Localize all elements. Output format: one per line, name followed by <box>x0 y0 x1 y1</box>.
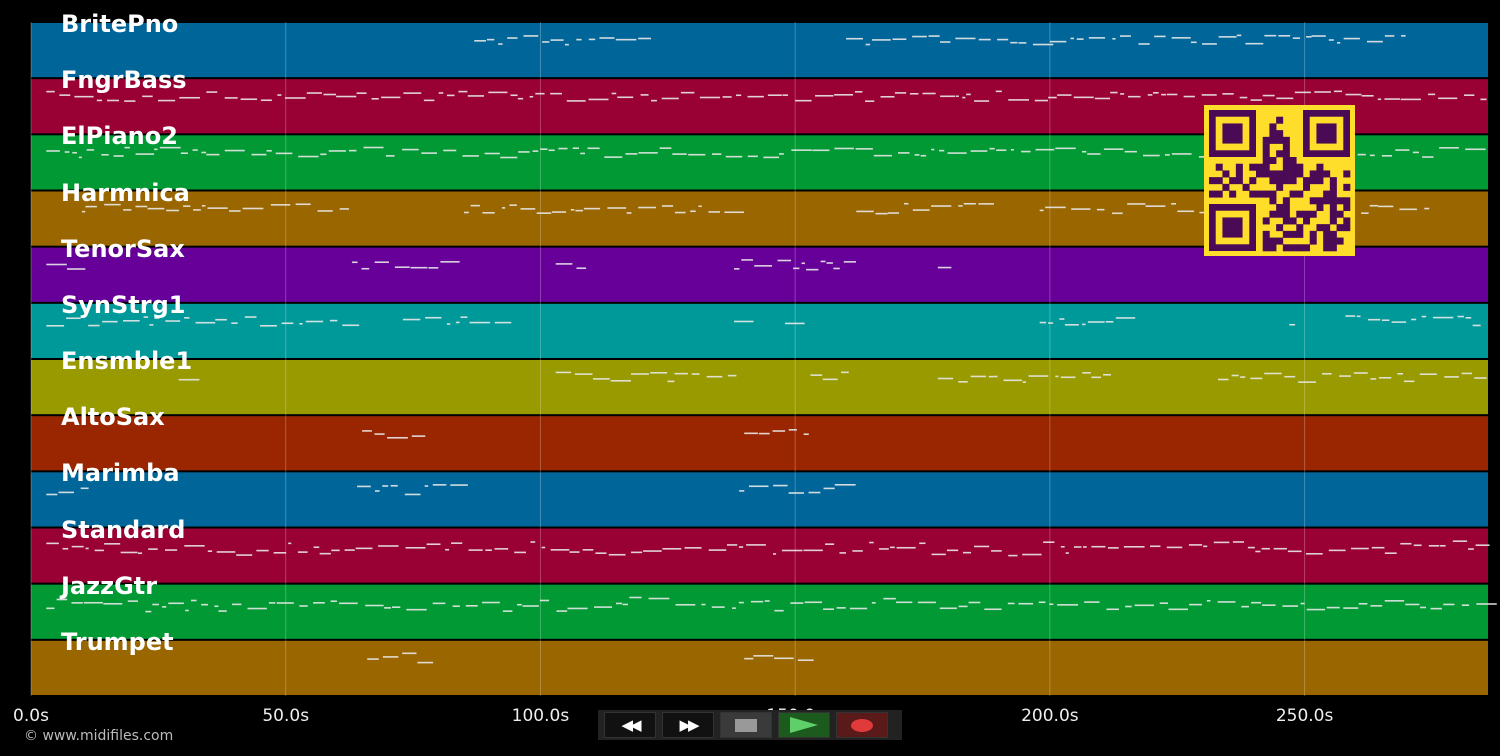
track-label-synstrg1: SynStrg1 <box>61 290 186 319</box>
track-notes-synstrg1 <box>46 315 1481 327</box>
track-notes-marimba <box>46 483 856 496</box>
track-notes-altosax <box>362 429 809 439</box>
time-tick-label: 100.0s <box>511 706 570 726</box>
track-label-trumpet: Trumpet <box>61 627 174 656</box>
time-tick-label: 0.0s <box>13 706 49 726</box>
qr-modules <box>1209 116 1351 252</box>
track-label-altosax: AltoSax <box>61 403 165 432</box>
stop-button[interactable] <box>720 712 772 738</box>
transport-controls: ◀◀ ▶▶ <box>598 710 902 740</box>
track-lane-synstrg1 <box>31 303 1488 358</box>
qr-code <box>1204 105 1355 256</box>
time-tick-label: 50.0s <box>262 706 310 726</box>
time-tick-label: 200.0s <box>1021 706 1079 726</box>
track-label-elpiano2: ElPiano2 <box>61 122 178 151</box>
track-lane-standard <box>31 528 1488 583</box>
play-button[interactable] <box>778 712 830 738</box>
track-label-standard: Standard <box>61 515 186 544</box>
track-lane-ensmble1 <box>31 360 1488 415</box>
rewind-button[interactable]: ◀◀ <box>604 712 656 738</box>
track-lane-altosax <box>31 416 1488 471</box>
track-notes-jazzgtr <box>46 596 1497 613</box>
qr-code-image <box>1204 105 1355 256</box>
track-label-fngrbass: FngrBass <box>61 66 187 95</box>
track-notes-ensmble1 <box>178 371 1487 383</box>
record-icon <box>851 718 873 732</box>
stop-icon <box>735 718 757 732</box>
record-button[interactable] <box>836 712 888 738</box>
fast-forward-button[interactable]: ▶▶ <box>662 712 714 738</box>
track-notes-trumpet <box>367 652 814 664</box>
track-lane-tenorsax <box>31 247 1488 302</box>
track-notes-fngrbass <box>46 90 1487 103</box>
play-icon <box>790 717 818 733</box>
track-label-jazzgtr: JazzGtr <box>61 571 158 600</box>
copyright-text: © www.midifiles.com <box>24 728 174 744</box>
track-label-harmnica: Harmnica <box>61 178 190 207</box>
time-tick-label: 250.0s <box>1275 706 1334 726</box>
track-label-tenorsax: TenorSax <box>61 234 185 263</box>
track-lane-marimba <box>31 472 1488 527</box>
track-label-marimba: Marimba <box>61 459 180 488</box>
track-notes-standard <box>46 540 1490 557</box>
track-notes-britepno <box>474 34 1406 46</box>
track-label-ensmble1: Ensmble1 <box>61 347 193 375</box>
track-lane-jazzgtr <box>31 584 1488 639</box>
track-lane-trumpet <box>31 640 1488 695</box>
track-lane-britepno <box>31 23 1488 78</box>
track-notes-tenorsax <box>46 259 952 271</box>
track-label-britepno: BritePno <box>61 10 179 38</box>
